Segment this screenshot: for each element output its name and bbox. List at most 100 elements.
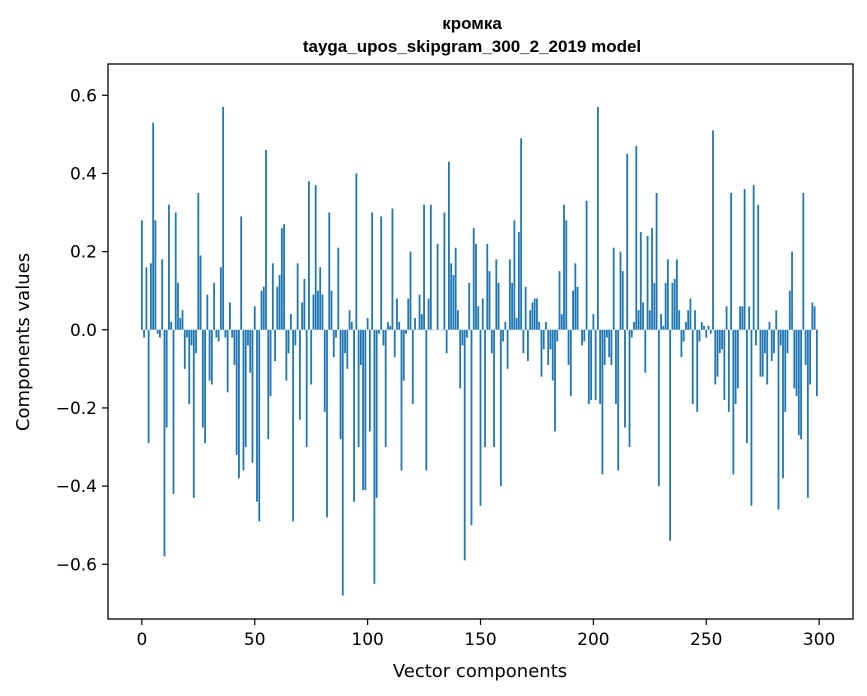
bar-253	[712, 130, 714, 330]
bar-197	[585, 200, 588, 330]
bar-221	[639, 232, 642, 330]
bar-104	[375, 329, 378, 498]
bar-41	[233, 329, 236, 365]
bar-258	[723, 329, 726, 401]
bar-59	[274, 329, 276, 362]
bar-205	[603, 329, 606, 365]
bar-39	[229, 302, 231, 330]
bar-18	[181, 310, 184, 330]
bar-165	[513, 220, 516, 330]
bar-108	[384, 329, 387, 448]
bar-78	[317, 290, 319, 330]
bar-167	[517, 232, 520, 330]
y-axis-label: Components values	[13, 253, 34, 431]
bar-184	[556, 329, 559, 342]
bar-134	[443, 212, 446, 330]
bar-267	[743, 189, 746, 330]
bar-171	[527, 329, 529, 362]
bar-131	[436, 243, 439, 330]
bar-229	[657, 329, 660, 487]
bar-283	[779, 329, 782, 346]
bars-group	[140, 106, 818, 596]
bar-66	[289, 314, 292, 330]
bar-180	[547, 329, 550, 365]
bar-163	[508, 259, 511, 330]
bar-26	[199, 255, 202, 330]
bar-185	[558, 271, 561, 330]
bar-228	[655, 192, 658, 330]
bar-241	[685, 321, 687, 330]
y-axis-ticks: −0.6 −0.4 −0.2 0.0 0.2 0.4 0.6	[56, 86, 108, 575]
bar-137	[450, 263, 453, 330]
bar-80	[321, 294, 324, 330]
bar-24	[195, 329, 197, 354]
bar-203	[599, 329, 602, 405]
bar-43	[238, 329, 240, 479]
bar-216	[628, 329, 631, 448]
bar-71	[301, 302, 304, 330]
bar-296	[809, 329, 812, 385]
bar-125	[423, 204, 425, 330]
bar-67	[292, 329, 295, 522]
y-tick-label: 0.4	[70, 164, 97, 184]
bar-208	[610, 329, 613, 365]
bar-111	[391, 208, 394, 330]
bar-204	[601, 329, 604, 475]
bar-150	[479, 329, 482, 506]
bar-279	[770, 329, 773, 362]
bar-198	[587, 329, 590, 405]
bar-269	[748, 306, 751, 330]
bar-230	[660, 314, 663, 330]
bar-202	[596, 106, 599, 330]
bar-32	[213, 282, 216, 330]
bar-97	[359, 329, 362, 365]
bar-176	[538, 321, 541, 330]
bar-120	[411, 329, 414, 405]
bar-242	[687, 310, 690, 330]
bar-263	[734, 329, 737, 405]
bar-148	[475, 243, 477, 330]
bar-156	[493, 329, 495, 448]
bar-147	[472, 228, 475, 330]
bar-175	[536, 298, 538, 330]
bar-102	[371, 212, 374, 330]
bar-16	[177, 282, 179, 330]
bar-153	[486, 243, 489, 330]
bar-162	[506, 329, 509, 369]
bar-177	[540, 329, 543, 377]
bar-199	[590, 329, 593, 401]
bar-62	[280, 228, 283, 330]
bar-288	[791, 251, 793, 330]
bar-105	[378, 329, 380, 334]
bar-245	[694, 310, 696, 330]
bar-299	[815, 329, 818, 397]
bar-45	[242, 329, 245, 471]
bar-292	[800, 329, 802, 440]
bar-265	[739, 306, 742, 330]
bar-4	[149, 263, 152, 330]
bar-172	[529, 310, 532, 330]
bar-109	[387, 321, 389, 330]
bar-88	[339, 329, 342, 440]
bar-259	[725, 306, 728, 330]
bar-233	[666, 259, 669, 330]
bar-282	[777, 329, 780, 510]
plot-frame	[107, 63, 854, 620]
bar-155	[490, 329, 493, 354]
bar-237	[676, 259, 678, 330]
bar-297	[811, 302, 814, 330]
bar-128	[429, 204, 432, 330]
bar-58	[271, 263, 274, 330]
bar-19	[183, 329, 186, 369]
bar-101	[368, 329, 371, 432]
bar-56	[267, 329, 270, 440]
bar-73	[305, 329, 308, 448]
y-tick-label: 0.6	[70, 86, 97, 106]
bar-68	[294, 329, 297, 346]
x-tick-label: 250	[690, 630, 722, 650]
bar-46	[244, 329, 247, 448]
bar-121	[414, 318, 416, 330]
bar-149	[477, 306, 480, 330]
bar-298	[813, 306, 816, 330]
bar-188	[565, 220, 568, 330]
